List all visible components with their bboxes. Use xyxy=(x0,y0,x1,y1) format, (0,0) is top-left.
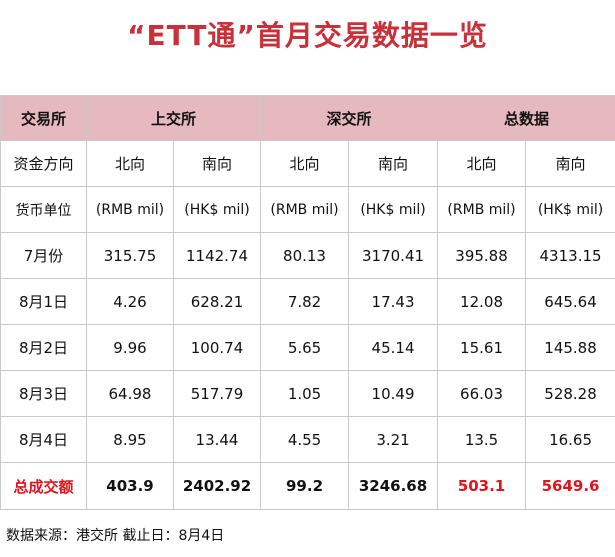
table-cell: 4.26 xyxy=(86,278,174,325)
table-cell: 5.65 xyxy=(260,324,350,371)
table-row: 8月4日 8.95 13.44 4.55 3.21 13.5 16.65 xyxy=(0,416,615,463)
total-highlight-cell: 5649.6 xyxy=(525,462,615,510)
table-cell: 南向 xyxy=(348,140,439,187)
table-cell: 8.95 xyxy=(86,416,174,463)
table-cell: 17.43 xyxy=(348,278,439,325)
table-cell: 10.49 xyxy=(348,370,439,417)
unit-row: 货币单位 (RMB mil) (HK$ mil) (RMB mil) (HK$ … xyxy=(0,186,615,233)
row-label: 资金方向 xyxy=(0,140,87,187)
row-label: 货币单位 xyxy=(0,186,87,233)
table-cell: 315.75 xyxy=(86,232,174,279)
direction-row: 资金方向 北向 南向 北向 南向 北向 南向 xyxy=(0,140,615,187)
table-cell: 528.28 xyxy=(525,370,615,417)
table-cell: 1.05 xyxy=(260,370,350,417)
row-label: 7月份 xyxy=(0,232,87,279)
table-cell: 北向 xyxy=(86,140,174,187)
table-cell: (RMB mil) xyxy=(437,186,527,233)
table-row: 8月2日 9.96 100.74 5.65 45.14 15.61 145.88 xyxy=(0,324,615,371)
table-cell: 北向 xyxy=(437,140,527,187)
table-cell: 南向 xyxy=(172,140,262,187)
table-cell: 80.13 xyxy=(260,232,350,279)
table-cell: 7.82 xyxy=(260,278,350,325)
table-row: 7月份 315.75 1142.74 80.13 3170.41 395.88 … xyxy=(0,232,615,279)
table-cell: 3.21 xyxy=(348,416,439,463)
table-cell: 南向 xyxy=(525,140,615,187)
table-cell: 9.96 xyxy=(86,324,174,371)
table-cell: 12.08 xyxy=(437,278,527,325)
table-cell: 3170.41 xyxy=(348,232,439,279)
table-cell: 66.03 xyxy=(437,370,527,417)
total-highlight-cell: 503.1 xyxy=(437,462,527,510)
header-exchange: 交易所 xyxy=(0,95,87,141)
table-cell: (RMB mil) xyxy=(260,186,350,233)
table-cell: 15.61 xyxy=(437,324,527,371)
table-cell: 64.98 xyxy=(86,370,174,417)
total-label: 总成交额 xyxy=(0,462,87,510)
table-cell: 628.21 xyxy=(172,278,262,325)
table-cell: 517.79 xyxy=(172,370,262,417)
header-shanghai: 上交所 xyxy=(85,95,262,141)
total-row: 总成交额 403.9 2402.92 99.2 3246.68 503.1 56… xyxy=(0,462,615,510)
table-cell: 2402.92 xyxy=(172,462,262,510)
row-label: 8月1日 xyxy=(0,278,87,325)
table-cell: 16.65 xyxy=(525,416,615,463)
table-cell: (HK$ mil) xyxy=(525,186,615,233)
table-cell: (RMB mil) xyxy=(86,186,174,233)
table-cell: 13.5 xyxy=(437,416,527,463)
source-note: 数据来源：港交所 截止日：8月4日 xyxy=(6,528,225,544)
table-row: 8月3日 64.98 517.79 1.05 10.49 66.03 528.2… xyxy=(0,370,615,417)
table-cell: 北向 xyxy=(260,140,350,187)
table-cell: 4313.15 xyxy=(525,232,615,279)
table-cell: 645.64 xyxy=(525,278,615,325)
table-header-row: 交易所 上交所 深交所 总数据 xyxy=(0,95,615,141)
table-cell: 1142.74 xyxy=(172,232,262,279)
table-cell: 4.55 xyxy=(260,416,350,463)
table-cell: 403.9 xyxy=(86,462,174,510)
header-shenzhen: 深交所 xyxy=(260,95,439,141)
row-label: 8月3日 xyxy=(0,370,87,417)
table-cell: 45.14 xyxy=(348,324,439,371)
trading-data-table: 交易所 上交所 深交所 总数据 资金方向 北向 南向 北向 南向 北向 南向 货… xyxy=(0,95,615,510)
row-label: 8月4日 xyxy=(0,416,87,463)
row-label: 8月2日 xyxy=(0,324,87,371)
table-cell: 3246.68 xyxy=(348,462,439,510)
table-cell: 13.44 xyxy=(172,416,262,463)
table-cell: 100.74 xyxy=(172,324,262,371)
header-total: 总数据 xyxy=(437,95,615,141)
table-cell: 99.2 xyxy=(260,462,350,510)
table-row: 8月1日 4.26 628.21 7.82 17.43 12.08 645.64 xyxy=(0,278,615,325)
table-cell: 145.88 xyxy=(525,324,615,371)
page-title: “ETT通”首月交易数据一览 xyxy=(127,19,488,52)
table-cell: (HK$ mil) xyxy=(348,186,439,233)
table-cell: (HK$ mil) xyxy=(172,186,262,233)
table-cell: 395.88 xyxy=(437,232,527,279)
